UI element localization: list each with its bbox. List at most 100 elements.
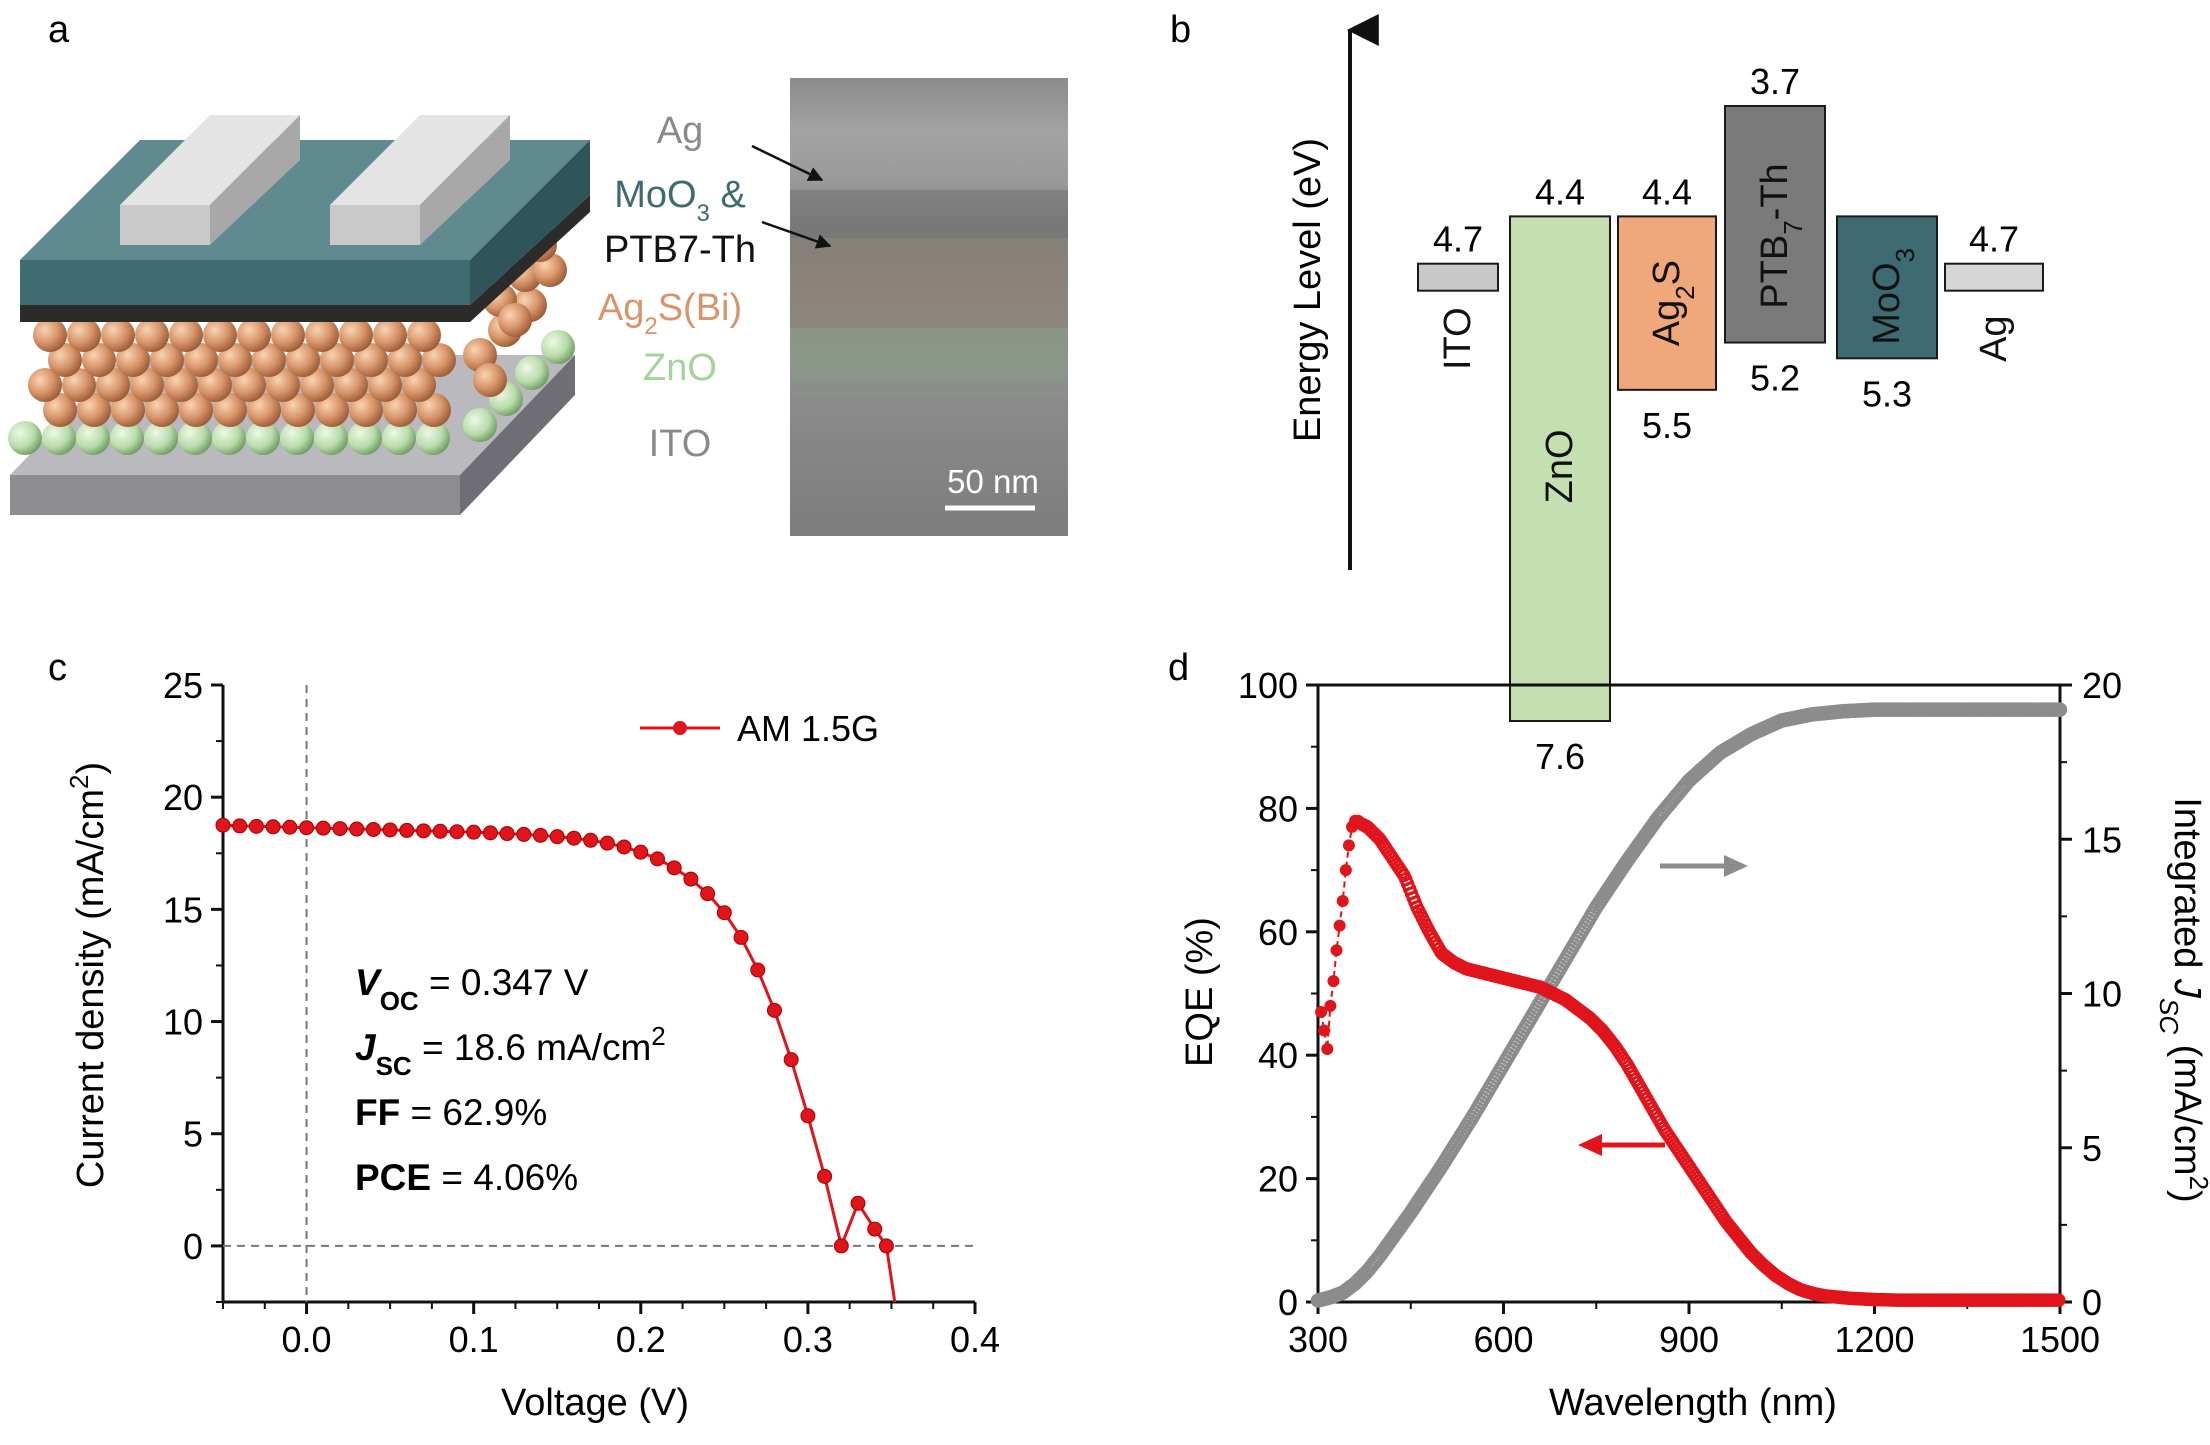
ag2s-sphere <box>354 343 388 377</box>
jv-data-point <box>332 821 348 837</box>
ag2s-sphere <box>116 343 150 377</box>
ag2s-sphere <box>417 393 451 427</box>
label-zno: ZnO <box>643 347 717 389</box>
jv-ylabel-close: ) <box>70 762 112 775</box>
annotation-ff: FF = 62.9% <box>355 1092 547 1133</box>
jv-data-point <box>432 823 448 839</box>
band-bottom-value: 5.2 <box>1750 358 1800 399</box>
x-tick-label: 300 <box>1288 1319 1348 1360</box>
ag-electrode-2-top <box>330 115 510 205</box>
nanocrystal-layer <box>8 228 575 455</box>
ito-substrate-side <box>460 355 575 515</box>
ag2s-sphere <box>82 343 116 377</box>
ag2s-sphere <box>198 368 232 402</box>
ag2s-sphere <box>150 343 184 377</box>
ag-electrode-1-top <box>120 115 300 205</box>
jv-data-point <box>466 824 482 840</box>
formula-part: & <box>710 174 746 216</box>
y-tick-label: 40 <box>1258 1035 1298 1076</box>
eqe-y2label-main: Integrated <box>2166 797 2208 979</box>
ag2s-sphere <box>111 393 145 427</box>
jv-data-point <box>365 821 381 837</box>
y-tick-label: 20 <box>163 777 203 818</box>
ag-electrode-2-side <box>420 115 510 245</box>
jv-data-point <box>700 886 716 902</box>
eqe-data-point <box>1318 1024 1331 1037</box>
eqe-data-point <box>1333 919 1346 932</box>
x-tick-label: 0.1 <box>449 1319 499 1360</box>
y-tick-label: 5 <box>183 1114 203 1155</box>
jv-ylabel-main: Current density (mA/cm <box>70 789 112 1188</box>
formula-part: PTB <box>1754 235 1796 309</box>
jv-data-point <box>733 929 749 945</box>
zno-sphere <box>348 421 382 455</box>
annotation-part: = 0.347 V <box>419 962 589 1003</box>
jv-data-point <box>766 1002 782 1018</box>
annotation-part: = 4.06% <box>431 1157 578 1198</box>
jv-ylabel-sup: 2 <box>64 775 94 789</box>
ag2s-sphere <box>422 343 456 377</box>
jv-data-point <box>299 820 315 836</box>
jv-data-point <box>783 1052 799 1068</box>
ag2s-sphere <box>62 368 96 402</box>
ag2s-sphere <box>320 343 354 377</box>
ag2s-sphere <box>101 318 135 352</box>
ag2s-sphere <box>164 368 198 402</box>
zno-sphere <box>463 408 497 442</box>
y-tick-label: 80 <box>1258 788 1298 829</box>
jv-ylabel: Current density (mA/cm2) <box>64 762 112 1188</box>
ito-substrate-front <box>10 475 460 515</box>
sem-ag2s-band <box>790 238 1068 328</box>
sem-moo3-band <box>790 190 1068 238</box>
zno-sphere <box>416 421 450 455</box>
band-top-value: 4.4 <box>1642 171 1692 212</box>
band-bottom-value: 7.6 <box>1535 736 1585 777</box>
eqe-data-point <box>2052 1293 2066 1307</box>
formula-part: Ag <box>598 287 644 329</box>
x-tick-label: 0.3 <box>783 1319 833 1360</box>
band-ag <box>1944 262 2044 292</box>
eqe-data-point <box>1321 1043 1334 1056</box>
ag2s-sphere <box>315 393 349 427</box>
ag2s-sphere <box>281 393 315 427</box>
annotation-pce: PCE = 4.06% <box>355 1157 578 1198</box>
eqe-y2label-j: J <box>2166 978 2208 999</box>
eqe-data-point <box>1315 1006 1328 1019</box>
arrow-eqe-head <box>1578 1134 1602 1156</box>
jv-data-point <box>878 1238 894 1254</box>
eqe-connector <box>1320 819 1362 1050</box>
ag2s-sphere <box>388 343 422 377</box>
ag2s-sphere <box>77 393 111 427</box>
subscript: 3 <box>697 200 710 227</box>
jv-xlabel: Voltage (V) <box>501 1382 689 1424</box>
zno-sphere <box>382 421 416 455</box>
energy-axis-label: Energy Level (eV) <box>1287 138 1329 442</box>
zno-sphere <box>144 421 178 455</box>
ag2s-sphere <box>232 368 266 402</box>
ag2s-sphere <box>300 368 334 402</box>
band-moo3 <box>1836 215 1938 360</box>
legend-marker <box>673 721 687 735</box>
jv-plot: 0.0 0.1 0.2 0.3 0.4 0 5 10 15 20 25 AM 1.5G VOC = 0.… <box>163 665 1000 1360</box>
arrow-jsc-head <box>1724 855 1748 877</box>
zno-sphere <box>8 421 42 455</box>
jv-data-point <box>616 839 632 855</box>
jsc-data-point <box>2052 702 2068 717</box>
zno-sphere <box>314 421 348 455</box>
jv-data-point <box>817 1168 833 1184</box>
subscript: 2 <box>644 313 657 340</box>
ag2s-sphere <box>498 303 532 337</box>
formula-part: Ag <box>1973 315 2015 361</box>
y-tick-label: 0 <box>183 1226 203 1267</box>
x-tick-label: 900 <box>1659 1319 1719 1360</box>
eqe-y2label-close: ) <box>2166 1190 2208 1203</box>
jv-data-point <box>349 821 365 837</box>
ag2s-sphere <box>252 343 286 377</box>
zno-sphere <box>280 421 314 455</box>
band-ptb7th <box>1724 105 1826 344</box>
jv-data-point <box>867 1221 883 1237</box>
panel-label-b: b <box>1170 9 1191 51</box>
ag2s-sphere <box>266 368 300 402</box>
formula-part: ZnO <box>1539 429 1581 503</box>
